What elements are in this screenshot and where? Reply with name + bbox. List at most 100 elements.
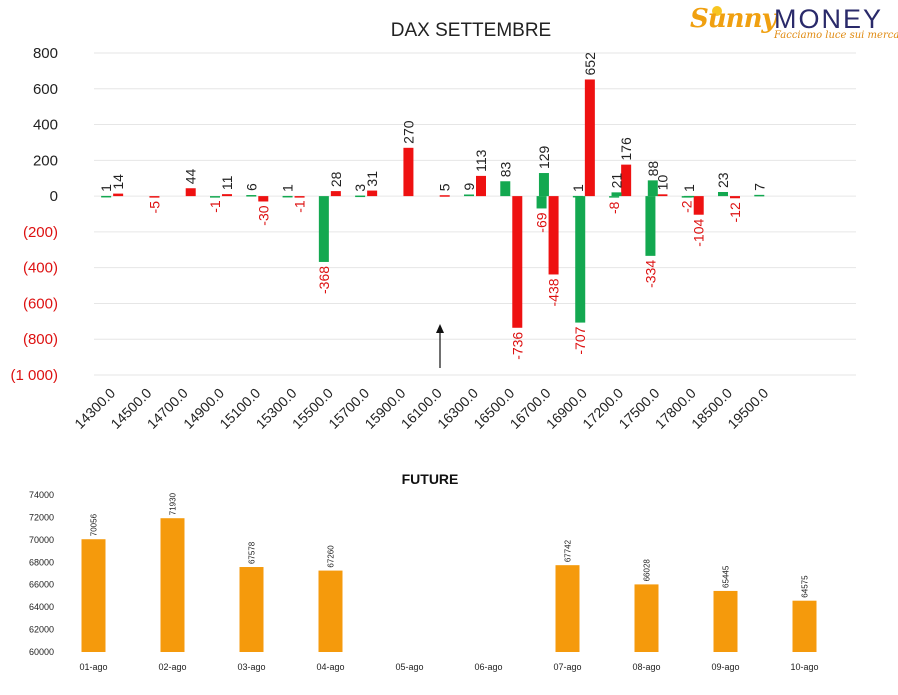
bar <box>693 196 704 215</box>
x-tick-label: 04-ago <box>316 662 344 672</box>
bar <box>575 196 586 323</box>
data-label: 6 <box>243 183 259 191</box>
y-tick-label: 400 <box>33 117 58 134</box>
bar <box>101 195 112 198</box>
bar <box>538 173 549 197</box>
bar <box>239 567 264 652</box>
bar <box>555 565 580 652</box>
x-tick-label: 03-ago <box>237 662 265 672</box>
bar <box>160 518 185 652</box>
y-tick-label: (800) <box>23 331 58 348</box>
bar <box>718 191 728 197</box>
x-tick-label: 10-ago <box>790 662 818 672</box>
data-label: 70056 <box>90 513 99 536</box>
y-tick-label: 62000 <box>29 625 54 635</box>
logo-brand-right: MONEY <box>774 4 884 34</box>
bar <box>403 147 414 197</box>
data-label: 14 <box>110 174 126 190</box>
y-tick-label: 72000 <box>29 512 54 522</box>
data-label: -1 <box>292 200 308 213</box>
x-tick-label: 09-ago <box>711 662 739 672</box>
chart-title: DAX SETTEMBRE <box>391 20 551 41</box>
data-label: 44 <box>183 168 199 184</box>
x-tick-label: 06-ago <box>474 662 502 672</box>
x-tick-label: 19500.0 <box>724 385 771 432</box>
bar <box>730 196 740 199</box>
bar <box>318 570 343 652</box>
data-label: 64575 <box>801 575 810 598</box>
bar <box>645 196 656 256</box>
arrow-up-icon <box>436 324 444 333</box>
bar <box>318 196 329 262</box>
logo-brand-left: Sunny <box>690 4 777 34</box>
data-label: 1 <box>98 184 114 192</box>
bar <box>185 188 196 197</box>
future-chart-title: FUTURE <box>402 471 459 487</box>
bar <box>355 195 366 198</box>
data-label: 67742 <box>564 539 573 562</box>
data-label: -104 <box>691 219 707 247</box>
bar <box>792 600 817 652</box>
dax-options-chart: DAX SETTEMBRE 800 600 400 200 0 (200) (400) (600… <box>10 20 856 432</box>
data-label: 67260 <box>327 545 336 568</box>
data-label: -1 <box>207 200 223 213</box>
data-label: 1 <box>570 184 586 192</box>
data-label: -707 <box>572 326 588 354</box>
bar <box>476 175 486 197</box>
data-label: 176 <box>618 137 634 161</box>
y-tick-label: 68000 <box>29 557 54 567</box>
data-label: 113 <box>473 149 489 172</box>
data-label: -2 <box>679 200 695 213</box>
bar <box>210 196 220 198</box>
y-tick-label: 74000 <box>29 490 54 500</box>
data-label: 270 <box>400 120 416 144</box>
data-label: 23 <box>715 172 731 188</box>
y-tick-label: (200) <box>23 224 58 241</box>
bar <box>222 194 232 197</box>
data-label: -12 <box>727 202 743 222</box>
bar <box>536 196 547 209</box>
data-label: 28 <box>328 171 344 187</box>
bar <box>584 79 595 197</box>
future-chart: FUTURE 60000 62000 64000 66000 68000 70000 7200… <box>29 471 819 672</box>
y-tick-label: 64000 <box>29 602 54 612</box>
y-tick-label: (600) <box>23 295 58 312</box>
y-tick-label: 70000 <box>29 535 54 545</box>
data-label: 10 <box>654 175 670 191</box>
data-label: 3 <box>352 184 368 192</box>
data-label: -368 <box>316 266 332 294</box>
data-label: -30 <box>255 205 271 225</box>
bar <box>611 192 622 197</box>
data-label: 1 <box>280 184 296 192</box>
bar <box>439 195 450 197</box>
data-label: -736 <box>509 332 525 360</box>
x-tick-label: 05-ago <box>395 662 423 672</box>
bar <box>512 196 523 328</box>
bar <box>81 539 106 652</box>
bar <box>258 196 269 202</box>
sun-icon <box>712 6 722 16</box>
bar <box>657 194 668 197</box>
data-label: -438 <box>546 278 562 306</box>
bar <box>621 164 632 197</box>
data-label: 21 <box>609 173 625 189</box>
data-label: 9 <box>461 183 477 191</box>
bar <box>634 584 659 652</box>
y-tick-label: 66000 <box>29 580 54 590</box>
data-label: 31 <box>364 171 380 187</box>
bar <box>609 196 620 198</box>
data-label: 1 <box>681 184 697 192</box>
sunny-money-logo: Sunny MONEY Facciamo luce sui mercati <box>690 4 898 44</box>
data-label: 88 <box>645 161 661 177</box>
y-tick-label: 600 <box>33 81 58 98</box>
data-label: 5 <box>437 183 453 191</box>
bar <box>149 196 160 198</box>
bar <box>246 195 257 197</box>
y-tick-label: 60000 <box>29 647 54 657</box>
bar <box>367 190 378 197</box>
bar <box>754 194 765 197</box>
y-tick-label: 200 <box>33 152 58 169</box>
y-tick-label: (1 000) <box>10 367 58 384</box>
bar <box>684 195 695 198</box>
x-tick-label: 07-ago <box>553 662 581 672</box>
